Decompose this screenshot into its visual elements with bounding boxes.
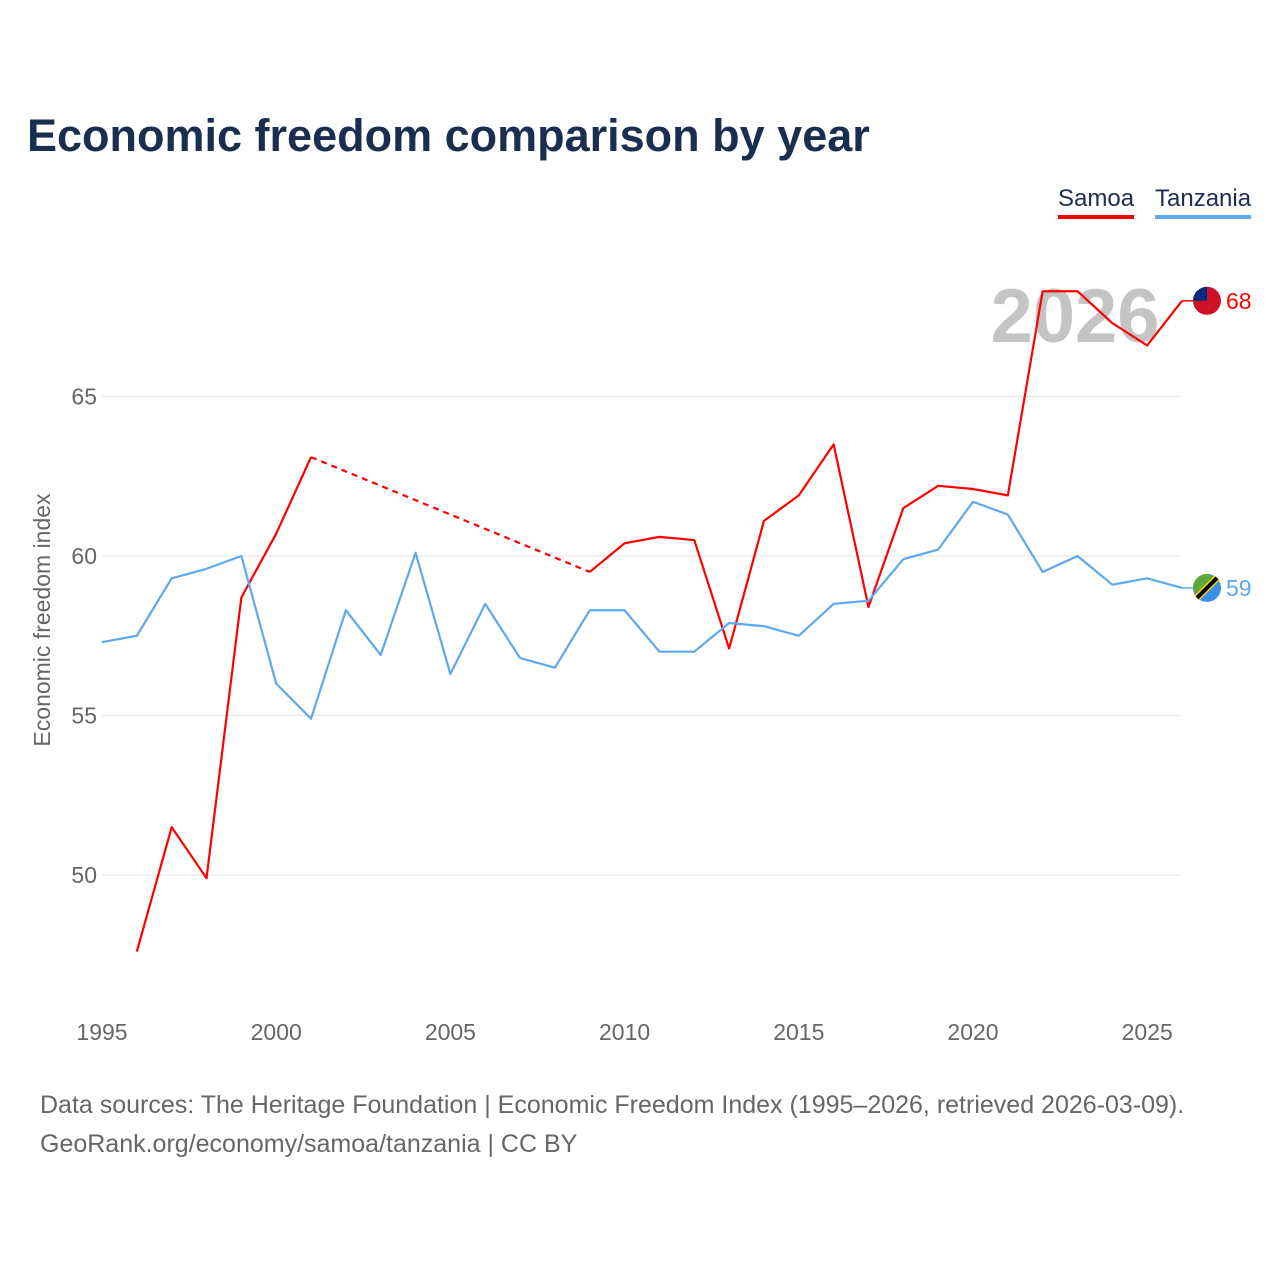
y-tick-label: 50 bbox=[71, 862, 97, 888]
series-line-tanzania bbox=[101, 500, 1183, 720]
x-tick-label: 2010 bbox=[599, 1019, 650, 1045]
y-axis-label: Economic freedom index bbox=[29, 493, 55, 747]
chart-title: Economic freedom comparison by year bbox=[27, 110, 870, 161]
tanzania-flag-stripe bbox=[1195, 576, 1219, 600]
footer-sources: Data sources: The Heritage Foundation | … bbox=[40, 1091, 1185, 1119]
year-watermark: 2026 bbox=[990, 274, 1159, 359]
series-gap-samoa bbox=[310, 456, 591, 573]
footer-credit[interactable]: GeoRank.org/economy/samoa/tanzania | CC … bbox=[40, 1130, 578, 1158]
x-tick-label: 1995 bbox=[76, 1019, 127, 1045]
x-tick-label: 2025 bbox=[1122, 1019, 1173, 1045]
y-tick-label: 65 bbox=[71, 384, 97, 410]
samoa-flag-canton bbox=[1193, 286, 1207, 301]
series-line-samoa bbox=[589, 290, 1183, 650]
x-tick-label: 2020 bbox=[947, 1019, 998, 1045]
x-tick-label: 2000 bbox=[251, 1019, 302, 1045]
footer: Data sources: The Heritage Foundation | … bbox=[40, 1086, 1184, 1164]
y-tick-label: 60 bbox=[71, 543, 97, 569]
series-line-samoa bbox=[135, 456, 313, 952]
y-tick-label: 55 bbox=[71, 703, 97, 729]
end-value-label: 59 bbox=[1226, 575, 1252, 601]
legend-tanzania[interactable]: Tanzania bbox=[1155, 185, 1252, 219]
x-tick-label: 2005 bbox=[425, 1019, 476, 1045]
end-value-label: 68 bbox=[1226, 288, 1252, 314]
legend-samoa[interactable]: Samoa bbox=[1058, 185, 1135, 219]
x-tick-label: 2015 bbox=[773, 1019, 824, 1045]
